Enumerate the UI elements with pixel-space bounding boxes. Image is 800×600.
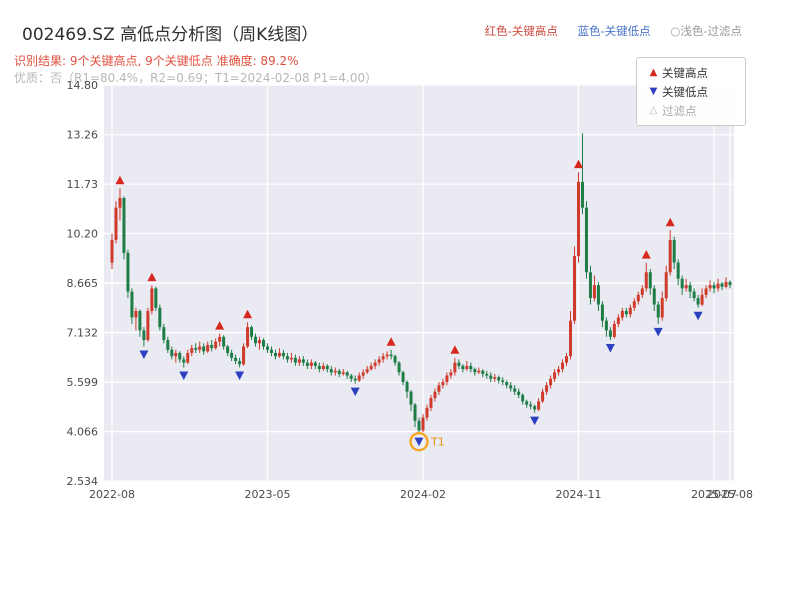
svg-text:4.066: 4.066 <box>67 426 99 439</box>
legend-item-key-low: ▼ 关键低点 <box>645 82 737 101</box>
triangle-hollow-icon: △ <box>649 105 658 116</box>
svg-text:5.599: 5.599 <box>67 376 99 389</box>
page-title: 002469.SZ 高低点分析图（周K线图） <box>22 25 319 45</box>
chart-legend-box: ▲ 关键高点 ▼ 关键低点 △ 过滤点 <box>636 57 746 126</box>
legend-key-low-text: 蓝色-关键低点 <box>577 24 651 38</box>
svg-text:8.665: 8.665 <box>67 277 99 290</box>
legend-key-high-text: 红色-关键高点 <box>484 24 558 38</box>
svg-text:2025-07: 2025-07 <box>691 488 737 501</box>
recognition-result-line: 识别结果: 9个关键高点, 9个关键低点 准确度: 89.2% <box>14 54 299 68</box>
svg-text:2024-11: 2024-11 <box>556 488 602 501</box>
svg-text:2025-08: 2025-08 <box>707 488 753 501</box>
svg-text:11.73: 11.73 <box>67 178 99 191</box>
svg-text:T1: T1 <box>430 436 445 449</box>
svg-text:14.80: 14.80 <box>67 79 99 92</box>
svg-text:10.20: 10.20 <box>67 228 99 241</box>
legend-item-key-high: ▲ 关键高点 <box>645 63 737 82</box>
svg-text:2022-08: 2022-08 <box>89 488 135 501</box>
legend-item-filtered: △ 过滤点 <box>645 101 737 120</box>
legend-item-label: 关键低点 <box>662 84 708 99</box>
svg-text:2024-02: 2024-02 <box>400 488 446 501</box>
quality-line: 优质：否（R1=80.4%，R2=0.69；T1=2024-02-08 P1=4… <box>14 71 378 85</box>
svg-text:7.132: 7.132 <box>67 327 99 340</box>
svg-text:2.534: 2.534 <box>67 475 99 488</box>
triangle-down-icon: ▼ <box>649 86 658 97</box>
color-legend: 红色-关键高点 蓝色-关键低点 ○浅色-过滤点 <box>469 23 742 39</box>
legend-filtered-text: ○浅色-过滤点 <box>670 24 742 38</box>
legend-item-label: 过滤点 <box>662 103 697 118</box>
svg-text:2023-05: 2023-05 <box>245 488 291 501</box>
svg-text:13.26: 13.26 <box>67 129 99 142</box>
triangle-up-icon: ▲ <box>649 67 658 78</box>
legend-item-label: 关键高点 <box>662 65 708 80</box>
